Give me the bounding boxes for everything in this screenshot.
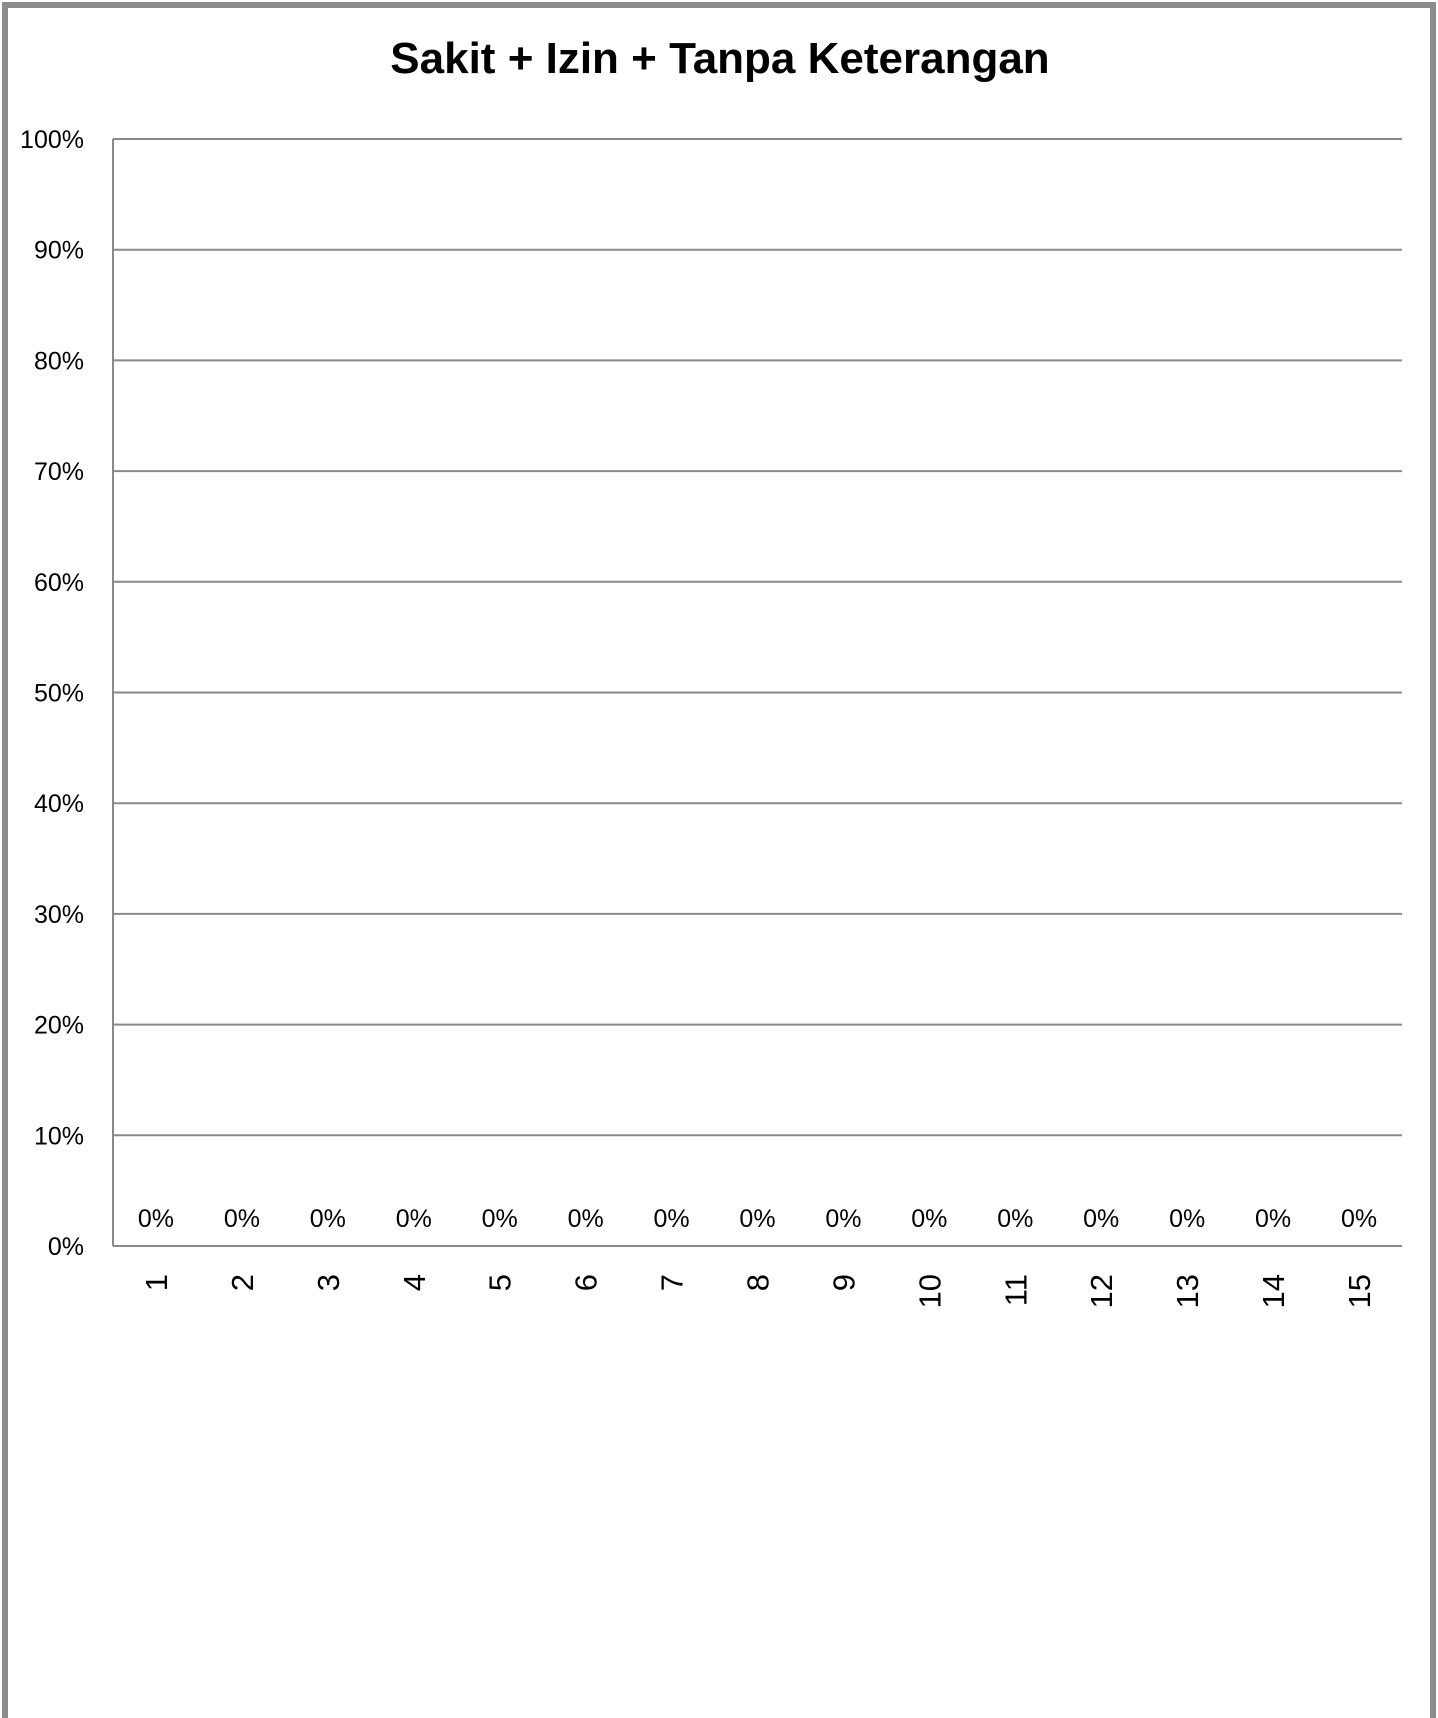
data-label-7: 0%	[653, 1205, 689, 1233]
y-tick-label-30: 30%	[34, 901, 84, 929]
y-tick-label-70: 70%	[34, 458, 84, 486]
x-tick-label-1: 1	[139, 1274, 174, 1291]
gridlines	[113, 138, 1402, 1137]
y-tick-label-80: 80%	[34, 347, 84, 375]
data-label-5: 0%	[482, 1205, 518, 1233]
x-tick-label-15: 15	[1342, 1274, 1377, 1308]
data-label-14: 0%	[1255, 1205, 1291, 1233]
data-label-8: 0%	[739, 1205, 775, 1233]
x-tick-label-3: 3	[311, 1274, 346, 1291]
data-label-6: 0%	[568, 1205, 604, 1233]
y-tick-label-40: 40%	[34, 790, 84, 818]
data-label-13: 0%	[1169, 1205, 1205, 1233]
y-tick-label-50: 50%	[34, 680, 84, 708]
data-labels: 0% 0% 0% 0% 0% 0% 0% 0% 0% 0% 0% 0% 0% 0% 0%	[138, 1205, 1377, 1233]
y-tick-label-100: 100%	[20, 126, 84, 154]
data-label-12: 0%	[1083, 1205, 1119, 1233]
data-label-9: 0%	[825, 1205, 861, 1233]
x-tick-label-9: 9	[826, 1274, 861, 1291]
x-tick-label-5: 5	[483, 1274, 518, 1291]
x-tick-label-8: 8	[741, 1274, 776, 1291]
x-axis-tick-labels: 1 2 3 4 5 6 7 8 9 10 11 12 13 14 15	[139, 1274, 1377, 1308]
data-label-4: 0%	[396, 1205, 432, 1233]
data-label-3: 0%	[310, 1205, 346, 1233]
chart-title: Sakit + Izin + Tanpa Keterangan	[390, 34, 1049, 83]
x-tick-label-6: 6	[569, 1274, 604, 1291]
y-tick-label-20: 20%	[34, 1012, 84, 1040]
data-label-11: 0%	[997, 1205, 1033, 1233]
x-tick-label-13: 13	[1170, 1274, 1205, 1308]
y-tick-label-60: 60%	[34, 569, 84, 597]
y-axis-tick-labels: 0% 10% 20% 30% 40% 50% 60% 70% 80% 90% 100%	[20, 126, 84, 1261]
x-tick-label-10: 10	[912, 1274, 947, 1308]
x-tick-label-2: 2	[225, 1274, 260, 1291]
x-tick-label-4: 4	[397, 1274, 432, 1291]
data-label-10: 0%	[911, 1205, 947, 1233]
y-tick-label-10: 10%	[34, 1122, 84, 1150]
data-label-15: 0%	[1341, 1205, 1377, 1233]
data-label-1: 0%	[138, 1205, 174, 1233]
x-tick-label-14: 14	[1256, 1274, 1291, 1308]
data-label-2: 0%	[224, 1205, 260, 1233]
x-tick-label-7: 7	[655, 1274, 690, 1291]
x-tick-label-12: 12	[1084, 1274, 1119, 1308]
y-tick-label-0: 0%	[48, 1233, 84, 1261]
y-tick-label-90: 90%	[34, 237, 84, 265]
x-tick-label-11: 11	[998, 1274, 1033, 1306]
